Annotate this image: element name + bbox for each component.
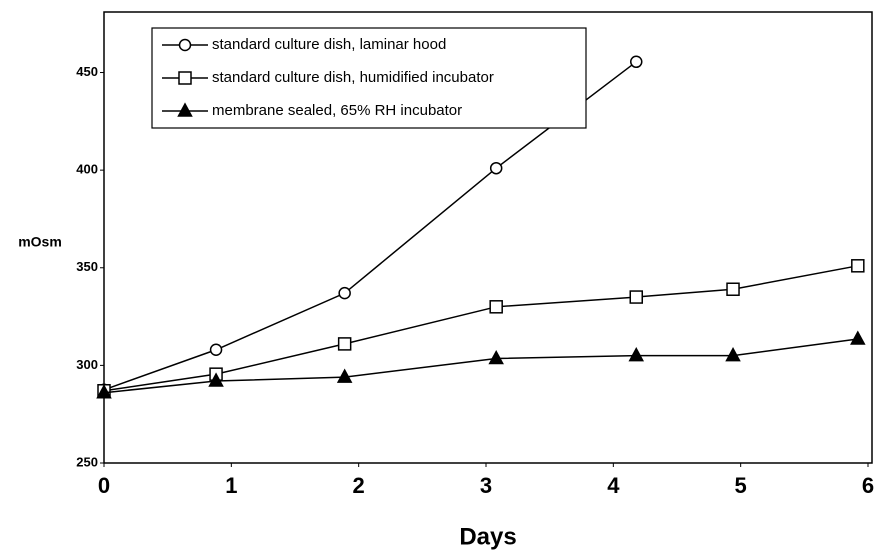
x-tick-label: 2: [353, 473, 365, 498]
marker-square: [629, 290, 644, 304]
marker-square: [726, 282, 740, 296]
legend-box: [151, 27, 587, 129]
marker-triangle: [336, 368, 353, 383]
marker-square: [337, 337, 352, 351]
legend-label: membrane sealed, 65% RH incubator: [212, 102, 462, 119]
x-tick-label: 4: [607, 473, 620, 498]
legend-label: standard culture dish, laminar hood: [212, 36, 446, 53]
y-tick-label: 350: [76, 259, 98, 274]
marker-triangle: [96, 384, 112, 399]
x-tick-label: 1: [225, 473, 237, 498]
y-tick-label: 400: [76, 162, 98, 177]
x-axis-title: Days: [459, 523, 516, 550]
legend-label: standard culture dish, humidified incuba…: [212, 69, 494, 86]
marker-circle: [209, 343, 223, 357]
x-tick-label: 6: [862, 473, 874, 498]
marker-square: [178, 71, 192, 85]
marker-circle: [338, 286, 351, 300]
marker-circle: [178, 38, 192, 52]
x-tick-label: 3: [480, 473, 492, 498]
y-tick-label: 300: [76, 357, 98, 372]
x-tick-label: 0: [98, 473, 110, 498]
marker-circle: [489, 161, 503, 175]
marker-triangle: [850, 330, 866, 345]
marker-triangle: [177, 102, 193, 117]
marker-triangle: [628, 347, 645, 362]
marker-square: [489, 300, 503, 314]
plot-frame: [103, 11, 873, 464]
marker-circle: [630, 55, 643, 69]
marker-triangle: [725, 347, 741, 362]
marker-square: [851, 259, 865, 273]
y-tick-label: 450: [76, 64, 98, 79]
marker-triangle: [488, 349, 504, 365]
y-tick-label: 250: [76, 454, 98, 469]
marker-triangle: [208, 372, 224, 387]
y-axis-title: mOsm: [18, 234, 62, 250]
x-tick-label: 5: [735, 473, 747, 498]
